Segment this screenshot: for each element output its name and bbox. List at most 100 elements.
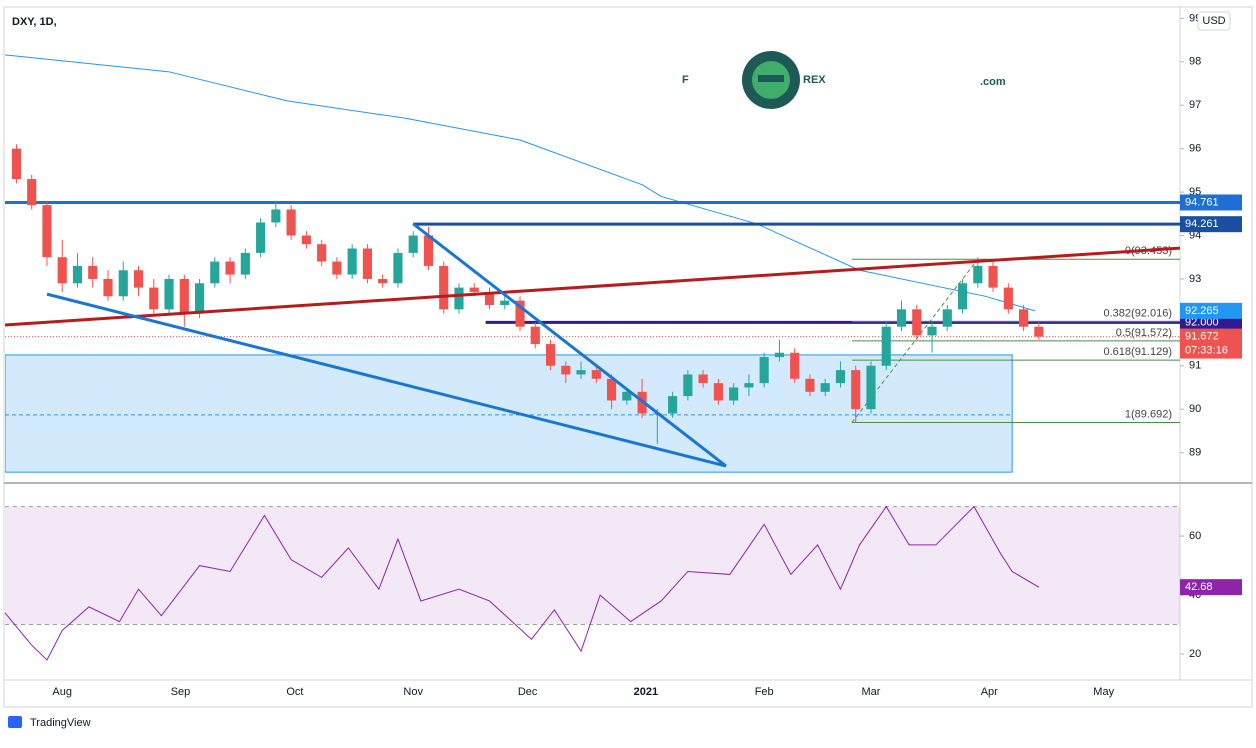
candle-body xyxy=(1003,287,1013,310)
candle-body xyxy=(286,209,296,236)
candle-body xyxy=(957,283,968,310)
price-pane: 0(93.453)0.382(92.016)0.5(91.572)0.618(9… xyxy=(5,54,1180,473)
moving-average xyxy=(5,54,1036,312)
fib-diagonal xyxy=(851,258,979,423)
candle-body xyxy=(530,326,540,345)
candle-body xyxy=(729,387,739,401)
x-tick-label: Mar xyxy=(862,686,881,698)
level-label-box xyxy=(1180,216,1242,233)
fib-label: 0.618(91.129) xyxy=(1104,346,1173,358)
rsi-band xyxy=(5,506,1180,625)
candle-body xyxy=(332,261,342,275)
y-tick-label: 91 xyxy=(1189,360,1201,372)
candle-body xyxy=(561,365,571,375)
candle-body xyxy=(469,287,479,292)
candle-body xyxy=(988,265,998,288)
candle-body xyxy=(896,309,907,327)
footer-text: TradingView xyxy=(30,717,91,729)
logo-text: F xyxy=(682,74,689,86)
x-tick-label: Feb xyxy=(755,686,774,698)
candle-body xyxy=(408,235,418,253)
candle-body xyxy=(317,244,327,262)
fib-label: 1(89.692) xyxy=(1125,408,1172,420)
currency: USD xyxy=(1202,15,1225,27)
countdown: 07:33:16 xyxy=(1185,344,1228,356)
last-price-label: 91.672 xyxy=(1185,330,1219,342)
candle-body xyxy=(11,148,22,180)
candle-body xyxy=(378,278,388,284)
candle-body xyxy=(225,261,235,275)
candle-body xyxy=(301,235,311,245)
candle-body xyxy=(835,370,846,384)
y-tick-label: 98 xyxy=(1189,56,1201,68)
candle-body xyxy=(683,374,693,397)
y-tick-label: 60 xyxy=(1189,530,1201,542)
candle-body xyxy=(698,374,708,384)
candle-body xyxy=(713,383,723,401)
level-label: 92.000 xyxy=(1185,316,1219,328)
candle-body xyxy=(439,265,449,310)
footer-icon xyxy=(8,716,22,728)
candle-body xyxy=(423,235,434,266)
candle-body xyxy=(805,378,815,392)
x-tick-label: 2021 xyxy=(634,686,658,698)
candle-body xyxy=(393,252,403,284)
y-tick-label: 97 xyxy=(1189,99,1201,111)
y-tick-label: 90 xyxy=(1189,403,1201,415)
candle-body xyxy=(942,309,952,327)
y-tick-label: 93 xyxy=(1189,273,1201,285)
candle-body xyxy=(912,309,922,336)
candle-body xyxy=(820,383,830,392)
fib-label: 0.382(92.016) xyxy=(1104,308,1173,320)
logo-text: REX xyxy=(803,74,826,86)
y-tick-label: 94 xyxy=(1189,229,1201,241)
candle-body xyxy=(668,396,678,414)
candle-body xyxy=(1019,309,1029,327)
y-tick-label: 89 xyxy=(1189,447,1201,459)
candle-body xyxy=(606,378,617,401)
candle-body xyxy=(240,252,250,275)
candle-body xyxy=(271,209,281,223)
candle-body xyxy=(27,179,37,206)
candle-body xyxy=(347,248,357,275)
candle-body xyxy=(42,205,52,258)
candle-body xyxy=(88,265,98,279)
logo: F REX .com xyxy=(682,51,1006,109)
candle-body xyxy=(744,383,754,388)
plot: 0(93.453)0.382(92.016)0.5(91.572)0.618(9… xyxy=(4,12,1242,698)
candle-body xyxy=(622,391,632,401)
candle-body xyxy=(576,370,586,375)
frame xyxy=(3,6,1253,708)
candle-body xyxy=(210,261,220,284)
level-label: 94.761 xyxy=(1185,196,1219,208)
candle-body xyxy=(179,278,189,314)
x-tick-label: Sep xyxy=(171,686,191,698)
trend-line xyxy=(412,222,727,468)
fib-label: 0.5(91.572) xyxy=(1116,327,1172,339)
candle-body xyxy=(149,287,159,310)
candle-body xyxy=(362,248,372,279)
candle-body xyxy=(1034,326,1044,337)
x-tick-label: Dec xyxy=(518,686,538,698)
last-price-box xyxy=(1180,328,1242,359)
candle-body xyxy=(103,278,113,297)
candle-body xyxy=(927,326,937,336)
candle-body xyxy=(591,370,601,379)
candle-body xyxy=(881,326,891,366)
candle-body xyxy=(500,300,510,305)
candle-body xyxy=(72,265,83,284)
trend-line xyxy=(46,292,727,468)
trend-line xyxy=(5,246,1180,327)
ma-label-box xyxy=(1180,302,1242,319)
candle-body xyxy=(194,283,205,314)
y-tick-label: 96 xyxy=(1189,143,1201,155)
candle-body xyxy=(759,357,769,384)
logo-coin-bar xyxy=(758,75,784,82)
candle-body xyxy=(118,270,128,297)
currency-box xyxy=(1197,11,1231,31)
y-tick-label: 20 xyxy=(1189,648,1201,660)
x-tick-label: Aug xyxy=(52,686,72,698)
candle-body xyxy=(484,291,495,305)
